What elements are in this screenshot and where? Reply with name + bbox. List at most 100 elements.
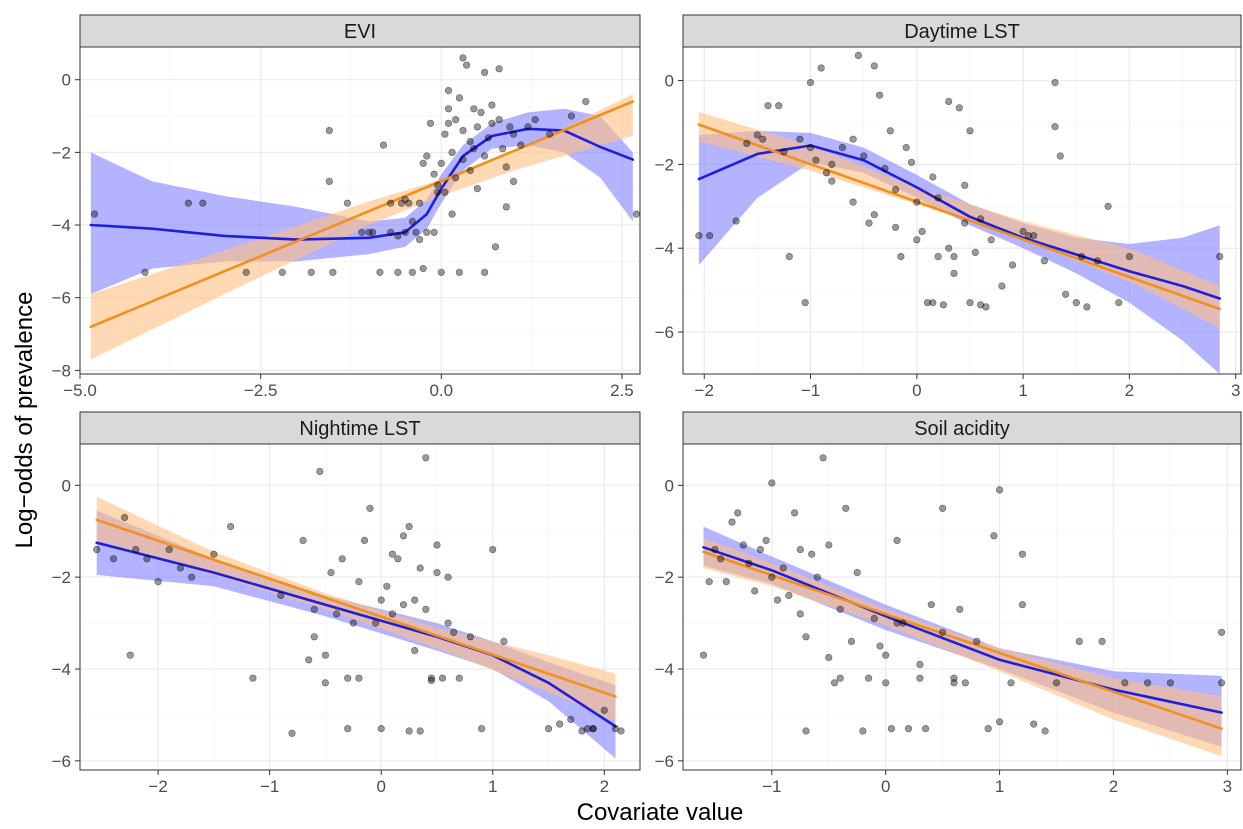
data-point: [1018, 550, 1027, 558]
data-point: [188, 573, 196, 581]
fit-line: [697, 144, 1221, 300]
x-tick-label: 2: [1109, 777, 1118, 796]
fit-line: [95, 518, 617, 698]
data-point: [897, 253, 905, 261]
data-point: [399, 601, 408, 609]
data-point: [732, 217, 740, 225]
panel-border: [682, 46, 1242, 375]
fit-line: [702, 550, 1223, 731]
data-point: [481, 152, 489, 160]
data-point: [448, 148, 456, 156]
data-point: [455, 94, 464, 102]
y-tick-label: −4: [655, 239, 674, 258]
data-point: [899, 619, 907, 627]
data-point: [913, 198, 921, 206]
data-point: [499, 145, 507, 153]
data-point: [950, 679, 958, 687]
x-tick-label: 3: [1223, 777, 1232, 796]
data-point: [921, 725, 930, 733]
facet-strip: [79, 411, 641, 445]
data-point: [459, 127, 467, 135]
data-point: [441, 130, 449, 138]
data-point: [126, 651, 134, 659]
data-point: [961, 219, 969, 227]
data-point: [916, 674, 924, 682]
data-point: [366, 504, 374, 512]
data-point: [310, 605, 318, 613]
data-point: [448, 210, 456, 218]
data-point: [1072, 299, 1080, 307]
data-point: [199, 199, 207, 207]
data-point: [481, 68, 489, 76]
data-point: [316, 467, 324, 476]
x-tick-label: 2: [1125, 381, 1134, 400]
y-tick-label: −2: [655, 155, 674, 174]
data-point: [427, 674, 436, 682]
data-point: [369, 228, 377, 236]
data-point: [716, 555, 725, 563]
data-point: [796, 545, 804, 554]
data-point: [470, 145, 478, 153]
facet-title: EVI: [344, 21, 376, 43]
data-point: [1083, 303, 1091, 311]
y-tick-label: 0: [62, 71, 71, 90]
data-point: [995, 486, 1004, 494]
y-tick-label: −6: [655, 323, 674, 342]
data-point: [433, 568, 441, 577]
data-point: [913, 236, 921, 244]
data-point: [817, 64, 825, 72]
data-point: [321, 651, 330, 659]
data-point: [764, 102, 772, 110]
data-point: [971, 248, 979, 256]
data-point: [310, 633, 318, 641]
data-point: [478, 725, 486, 733]
data-point: [927, 601, 935, 609]
data-point: [966, 127, 974, 135]
data-point: [802, 633, 810, 641]
data-point: [836, 605, 844, 613]
panel-border: [682, 443, 1242, 771]
data-point: [881, 165, 889, 173]
data-point: [589, 725, 597, 733]
data-point: [333, 610, 341, 618]
data-point: [796, 610, 804, 618]
data-point: [1143, 679, 1152, 687]
data-point: [918, 227, 926, 236]
data-point: [321, 679, 330, 687]
data-point: [864, 674, 873, 682]
data-point: [473, 185, 482, 193]
data-point: [466, 137, 474, 146]
data-point: [779, 564, 787, 572]
data-point: [176, 564, 184, 572]
data-point: [961, 679, 970, 687]
data-point: [249, 674, 257, 682]
data-point: [477, 108, 485, 116]
data-point: [825, 541, 833, 549]
y-tick-label: −8: [52, 361, 71, 380]
data-point: [242, 268, 250, 276]
data-point: [801, 299, 809, 307]
data-point: [812, 156, 820, 164]
data-point: [853, 568, 861, 577]
data-point: [422, 454, 430, 462]
data-point: [929, 299, 937, 307]
data-point: [790, 509, 799, 517]
fit-line: [697, 123, 1221, 311]
data-point: [90, 210, 99, 218]
data-point: [849, 135, 857, 143]
data-point: [433, 541, 441, 549]
data-point: [860, 152, 868, 160]
data-point: [388, 610, 397, 618]
data-point: [444, 619, 452, 627]
data-point: [444, 86, 453, 95]
data-point: [887, 725, 896, 733]
data-point: [1121, 679, 1129, 687]
data-point: [423, 228, 431, 236]
data-point: [768, 479, 776, 487]
data-point: [1051, 78, 1059, 87]
data-point: [387, 228, 395, 236]
y-tick-label: −4: [52, 216, 71, 235]
data-point: [854, 51, 863, 60]
x-tick-label: 0.0: [429, 381, 453, 400]
